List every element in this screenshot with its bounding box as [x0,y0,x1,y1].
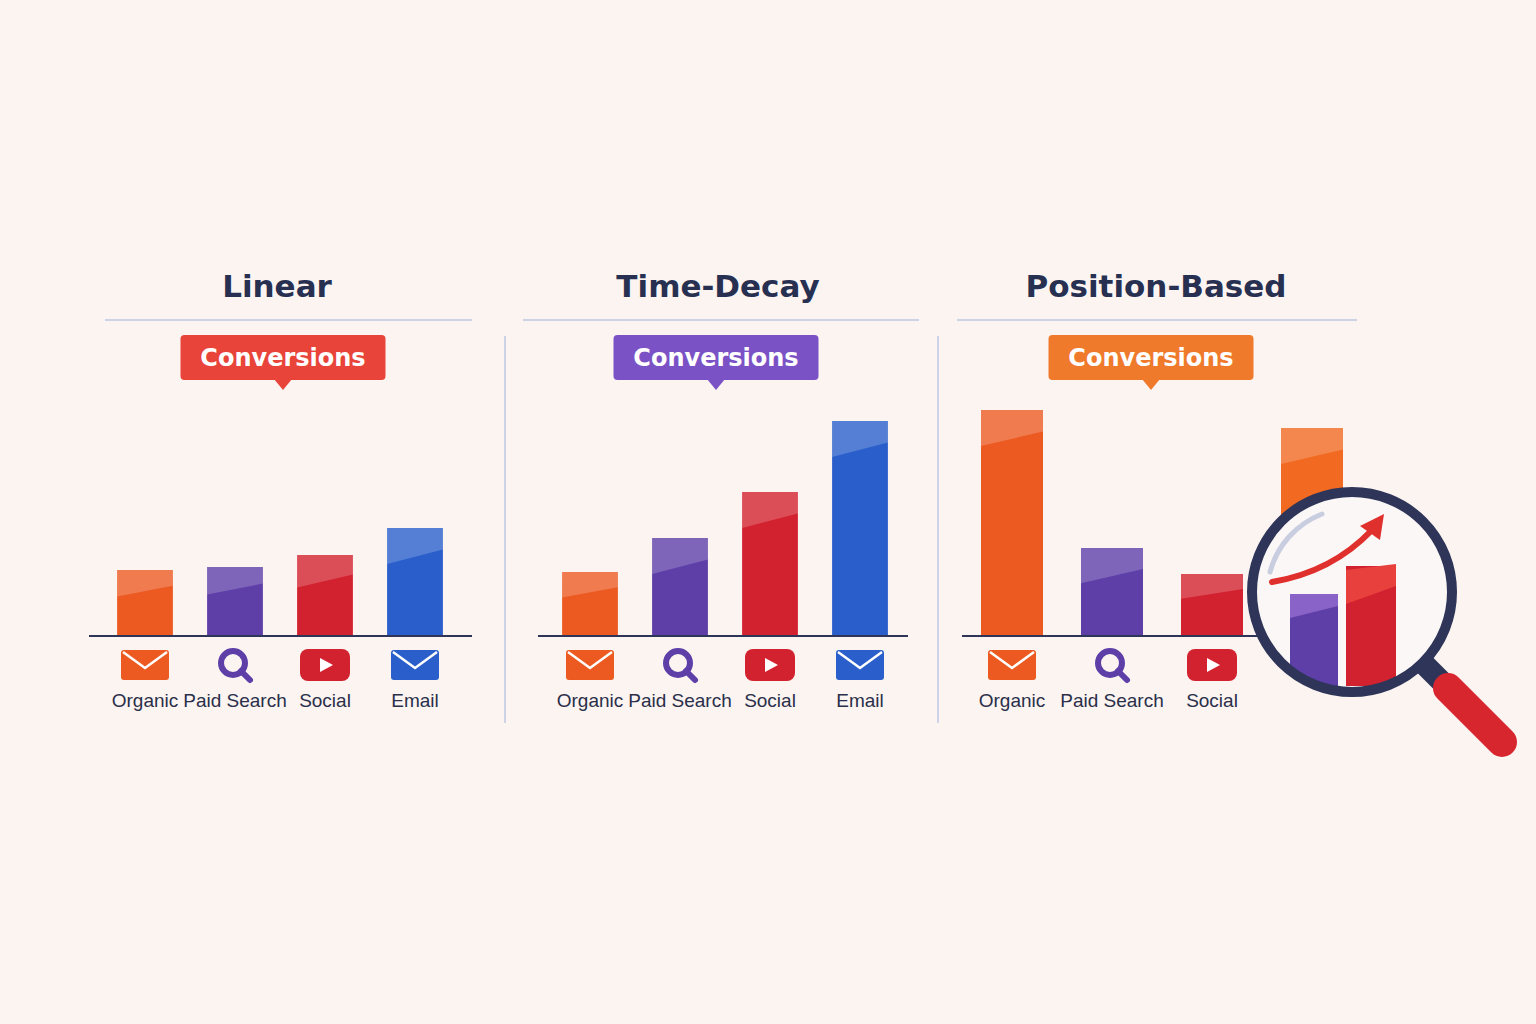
lens-bar-top [1346,564,1396,604]
category-label: Social [744,690,796,711]
envelope-icon [988,650,1036,680]
envelope-flap [123,652,167,668]
badge-pointer [707,379,725,390]
bar [207,567,263,636]
bar [1081,548,1143,636]
bar [387,528,443,636]
envelope-icon [391,650,439,680]
category-label: Email [836,690,884,711]
bars [562,421,888,636]
title-rule [105,319,472,321]
bar-highlight [1281,428,1343,464]
magnifier-lens [1252,492,1452,692]
bar [117,570,173,636]
play-triangle [1207,658,1220,672]
bar [1181,574,1243,636]
badge-label: Conversions [1068,344,1233,372]
magnifier-handle [1448,688,1502,742]
envelope-icon [836,650,884,680]
bar-highlight [207,567,263,595]
play-triangle [320,658,333,672]
chart-title: Linear [222,268,332,304]
badge [181,335,386,380]
bar [652,538,708,636]
bar-highlight [117,570,173,596]
envelope-flap [990,652,1034,668]
bar [832,421,888,636]
bar-highlight [1181,574,1243,599]
envelope-flap [838,652,882,668]
bar-highlight [387,528,443,564]
envelope-flap [393,652,437,668]
chart-title: Time-Decay [616,268,819,304]
envelope-icon [121,650,169,680]
badge-pointer [274,379,292,390]
envelope-icon [566,650,614,680]
search-handle [1118,671,1127,680]
category-label: Organic [979,690,1046,711]
baseline [538,635,908,637]
title-rule [523,319,919,321]
badge [1049,335,1254,380]
bar-highlight [1081,548,1143,583]
badge-pointer [1142,379,1160,390]
lens-arrow-head [1360,514,1384,540]
background [0,0,1536,1024]
play-icon [300,649,350,681]
category-label: Organic [112,690,179,711]
separator [937,336,939,723]
badge-label: Conversions [200,344,365,372]
panel: Time-Decay Conversions OrganicPaid Search S… [523,268,919,711]
magnifier [1252,492,1502,742]
panel: Linear Conversions OrganicPaid Search Socia… [89,268,472,711]
bar-highlight [652,538,708,574]
bar [297,555,353,636]
chart-title: Position-Based [1026,268,1287,304]
category-label: Organic [557,690,624,711]
canvas: LinearConversionsOrganicPaid SearchSocia… [0,0,1536,1024]
baseline [89,635,472,637]
lens-content [1272,514,1396,686]
bar-highlight [981,410,1043,446]
bar-highlight [742,492,798,528]
category-label: Email [391,690,439,711]
bars [117,528,443,636]
bar [742,492,798,636]
bar-highlight [832,421,888,457]
badge [614,335,819,380]
separator [504,336,506,723]
envelope-flap [568,652,612,668]
bar-highlight [562,572,618,598]
category-label: Paid Search [628,690,732,711]
badge-label: Conversions [633,344,798,372]
title-rule [957,319,1357,321]
magnifier-ring [1252,492,1452,692]
play-icon [745,649,795,681]
category-label: Paid Search [183,690,287,711]
search-handle [241,671,250,680]
bar-highlight [297,555,353,587]
panel: Position-Based Conversions Organic Paid Sea… [957,268,1362,711]
bar [562,572,618,636]
play-triangle [765,658,778,672]
category-label: Social [1186,690,1238,711]
search-handle [686,671,695,680]
play-icon [1187,649,1237,681]
lens-bar-top [1290,594,1338,618]
category-label: Social [299,690,351,711]
category-label: Paid Search [1060,690,1164,711]
bar [981,410,1043,636]
